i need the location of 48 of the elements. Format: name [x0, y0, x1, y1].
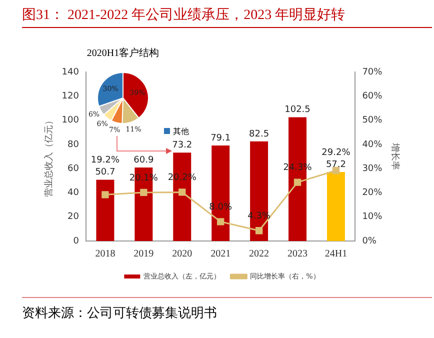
y-axis-title: 营业总收入（亿元）: [44, 116, 55, 197]
point: [178, 188, 186, 196]
data-label: 19.2%: [90, 156, 120, 166]
point: [102, 191, 109, 198]
text: 资料来源：公司可转债募集说明书: [22, 305, 217, 322]
y-tick-label: 40: [68, 188, 80, 198]
data-label: 29.2%: [322, 148, 351, 158]
point: [255, 227, 263, 234]
data-label: 57.2: [326, 160, 346, 170]
y-tick-label: 120: [62, 91, 80, 102]
y2-tick-label: 10%: [362, 212, 383, 222]
x-tick-label: 2021: [210, 248, 231, 260]
y-tick-label: 0: [73, 236, 80, 246]
y2-tick-label: 20%: [362, 188, 383, 198]
y2-tick-label: 60%: [362, 91, 383, 102]
bar: [250, 141, 268, 241]
chart-title: 2020H1客户结构: [86, 46, 160, 60]
data-label: 102.5: [284, 105, 310, 116]
chart-title: 图31： 2021-2022 年公司业绩承压，2023 年明显好转: [22, 6, 346, 24]
data-label: 60.9: [134, 155, 154, 166]
y2-axis-title: 增长率: [389, 142, 400, 170]
data-label: 82.5: [249, 129, 270, 140]
y2-tick-label: 50%: [362, 116, 383, 126]
point: [294, 178, 302, 186]
y2-tick-label: 0%: [362, 236, 377, 246]
x-tick-label: 2022: [249, 248, 270, 260]
point: [140, 188, 148, 196]
y2-tick-label: 40%: [362, 140, 383, 150]
bar: [326, 172, 345, 241]
y-tick-label: 60: [68, 164, 80, 174]
bar: [96, 180, 114, 241]
x-tick-label: 2019: [134, 248, 154, 260]
point: [217, 218, 224, 226]
x-tick-label: 2020: [172, 248, 192, 260]
bar: [212, 146, 230, 241]
y2-tick-label: 30%: [362, 164, 383, 174]
y-tick-label: 100: [62, 116, 80, 126]
x-tick-label: 2023: [288, 248, 308, 260]
y2-tick-label: 70%: [362, 67, 383, 78]
data-label: 50.7: [95, 168, 116, 178]
x-tick-label: 24H1: [324, 248, 348, 260]
data-label: 73.2: [172, 140, 192, 150]
x-tick-label: 2018: [95, 248, 116, 260]
data-label: 79.1: [210, 133, 231, 144]
y-tick-label: 80: [68, 140, 80, 150]
y-tick-label: 20: [68, 212, 80, 222]
legend-label: 其他: [172, 126, 189, 137]
y-tick-label: 140: [62, 67, 80, 78]
